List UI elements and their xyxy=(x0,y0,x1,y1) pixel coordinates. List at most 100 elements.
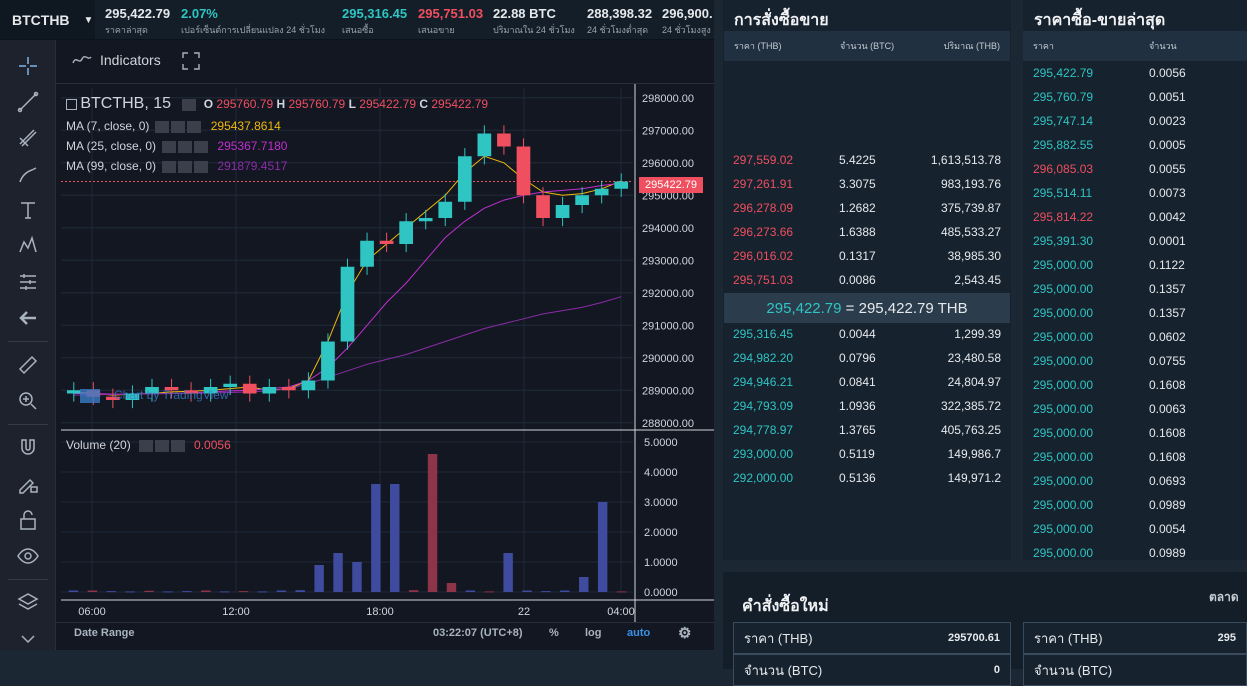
bid-row[interactable]: 294,778.97 1.3765 405,763.25 xyxy=(733,423,1001,437)
ask-row[interactable]: 296,278.09 1.2682 375,739.87 xyxy=(733,201,1001,215)
volume-bar xyxy=(276,590,287,592)
trade-row[interactable]: 295,000.00 0.0989 xyxy=(1033,498,1186,512)
candle-body xyxy=(145,387,159,394)
chart-topbar: Indicators xyxy=(56,40,714,84)
mid-price-bar: 295,422.79 = 295,422.79 THB xyxy=(724,293,1010,323)
volume-tick-label: 2.0000 xyxy=(644,527,678,539)
trade-row[interactable]: 296,085.03 0.0055 xyxy=(1033,162,1186,176)
price-field-sell[interactable]: ราคา (THB) 295 xyxy=(1023,622,1247,654)
trade-row[interactable]: 295,000.00 0.0054 xyxy=(1033,522,1186,536)
ohlc-o: O 295760.79 xyxy=(203,97,274,111)
ruler-icon[interactable] xyxy=(0,347,56,383)
volume-bar xyxy=(144,590,154,592)
amount-field[interactable]: จำนวน (BTC) 0 xyxy=(733,654,1011,686)
lock-icon[interactable] xyxy=(0,502,56,538)
volume-bar xyxy=(333,553,343,592)
candle-body xyxy=(360,240,374,267)
trade-row[interactable]: 295,000.00 0.0693 xyxy=(1033,474,1186,488)
trade-row[interactable]: 295,000.00 0.1357 xyxy=(1033,306,1186,320)
trade-row[interactable]: 295,747.14 0.0023 xyxy=(1033,114,1186,128)
log-toggle[interactable]: log xyxy=(585,627,602,639)
eye-icon[interactable] xyxy=(0,538,56,574)
ask-row[interactable]: 297,261.91 3.3075 983,193.76 xyxy=(733,177,1001,191)
bid-row[interactable]: 294,946.21 0.0841 24,804.97 xyxy=(733,375,1001,389)
ask-row[interactable]: 297,559.02 5.4225 1,613,513.78 xyxy=(733,153,1001,167)
trade-row[interactable]: 295,391.30 0.0001 xyxy=(1033,234,1186,248)
trade-row[interactable]: 295,000.00 0.1608 xyxy=(1033,378,1186,392)
fullscreen-icon[interactable] xyxy=(182,52,200,75)
candle-body xyxy=(379,240,394,244)
price-field[interactable]: ราคา (THB) 295700.61 xyxy=(733,622,1011,654)
trade-row[interactable]: 295,000.00 0.1357 xyxy=(1033,282,1186,296)
trade-row[interactable]: 295,000.00 0.0989 xyxy=(1033,546,1186,560)
date-range-button[interactable]: Date Range xyxy=(74,627,135,639)
symbol-selector[interactable]: BTCTHB ▼ xyxy=(0,0,95,39)
gear-icon[interactable]: ⚙ xyxy=(678,625,692,642)
trade-row[interactable]: 295,000.00 0.0602 xyxy=(1033,330,1186,344)
price-chart-svg: 298000.00 297000.00 296000.00 295000.00 2940… xyxy=(61,84,714,622)
x-tick-label: 12:00 xyxy=(222,606,250,618)
volume-bar xyxy=(125,591,135,593)
trade-row[interactable]: 295,422.79 0.0056 xyxy=(1033,66,1186,80)
volume-bar xyxy=(219,591,230,593)
trade-row[interactable]: 295,000.00 0.1608 xyxy=(1033,426,1186,440)
trade-row[interactable]: 295,882.55 0.0005 xyxy=(1033,138,1186,152)
amount-field-sell[interactable]: จำนวน (BTC) xyxy=(1023,654,1247,686)
zoom-in-icon[interactable] xyxy=(0,383,56,419)
ask-row[interactable]: 296,016.02 0.1317 38,985.30 xyxy=(733,249,1001,263)
volume-tick-label: 3.0000 xyxy=(644,497,678,509)
volume-tick-label: 0.0000 xyxy=(644,587,678,599)
market-tab[interactable]: ตลาด xyxy=(1209,590,1239,604)
indicators-button[interactable]: Indicators xyxy=(72,52,161,68)
volume-bar xyxy=(579,577,589,592)
y-tick-label: 291000.00 xyxy=(642,320,694,332)
fib-tool-icon[interactable] xyxy=(0,120,56,156)
layers-icon[interactable] xyxy=(0,585,56,621)
trade-row[interactable]: 295,514.11 0.0073 xyxy=(1033,186,1186,200)
trend-line-icon[interactable] xyxy=(0,84,56,120)
order-book-title: การสั่งซื้อขาย xyxy=(734,12,829,29)
pattern-icon[interactable] xyxy=(0,228,56,264)
volume-bar xyxy=(257,591,268,593)
x-tick-label: 06:00 xyxy=(78,606,106,618)
lock-drawing-icon[interactable] xyxy=(0,466,56,502)
bid-row[interactable]: 293,000.00 0.5119 149,986.7 xyxy=(733,447,1001,461)
auto-toggle[interactable]: auto xyxy=(627,627,651,639)
trade-row[interactable]: 295,000.00 0.0063 xyxy=(1033,402,1186,416)
trade-row[interactable]: 295,760.79 0.0051 xyxy=(1033,90,1186,104)
bid-row[interactable]: 295,316.45 0.0044 1,299.39 xyxy=(733,327,1001,341)
chart-plot[interactable]: 298000.00 297000.00 296000.00 295000.00 2940… xyxy=(56,84,714,650)
y-tick-label: 289000.00 xyxy=(642,385,694,397)
volume-tick-label: 1.0000 xyxy=(644,557,678,569)
crosshair-icon[interactable] xyxy=(0,48,56,84)
brush-icon[interactable] xyxy=(0,156,56,192)
candle-body xyxy=(399,221,413,244)
chevron-down-icon[interactable] xyxy=(0,621,56,657)
arrow-left-icon[interactable] xyxy=(0,300,56,336)
ask-row[interactable]: 295,751.03 0.0086 2,543.45 xyxy=(733,273,1001,287)
trade-row[interactable]: 295,814.22 0.0042 xyxy=(1033,210,1186,224)
ma25-legend: MA (25, close, 0) 295367.7180 xyxy=(66,139,288,153)
candle-body xyxy=(184,390,198,394)
text-tool-icon[interactable] xyxy=(0,192,56,228)
bid-row[interactable]: 294,793.09 1.0936 322,385.72 xyxy=(733,399,1001,413)
magnet-icon[interactable] xyxy=(0,430,56,466)
collapse-icon[interactable] xyxy=(66,99,77,111)
ticker-volume: 22.88 BTC ปริมาณใน 24 ชั่วโมง xyxy=(493,6,575,35)
ma7-legend: MA (7, close, 0) 295437.8614 xyxy=(66,119,281,133)
ohlc-l: L 295422.79 xyxy=(348,97,416,111)
trade-row[interactable]: 295,000.00 0.0755 xyxy=(1033,354,1186,368)
measure-icon[interactable] xyxy=(0,264,56,300)
percent-toggle[interactable]: % xyxy=(549,627,559,639)
settings-icon[interactable] xyxy=(182,98,197,111)
bid-row[interactable]: 292,000.00 0.5136 149,971.2 xyxy=(733,471,1001,485)
bid-row[interactable]: 294,982.20 0.0796 23,480.58 xyxy=(733,351,1001,365)
volume-bar xyxy=(163,591,173,593)
ask-row[interactable]: 296,273.66 1.6388 485,533.27 xyxy=(733,225,1001,239)
trade-row[interactable]: 295,000.00 0.1122 xyxy=(1033,258,1185,272)
candle-body xyxy=(125,393,140,400)
tradingview-watermark: Chart by TradingView xyxy=(80,388,229,403)
volume-tick-label: 5.0000 xyxy=(644,437,678,449)
trade-row[interactable]: 295,000.00 0.1608 xyxy=(1033,450,1186,464)
ma99-legend: MA (99, close, 0) 291879.4517 xyxy=(66,159,288,173)
